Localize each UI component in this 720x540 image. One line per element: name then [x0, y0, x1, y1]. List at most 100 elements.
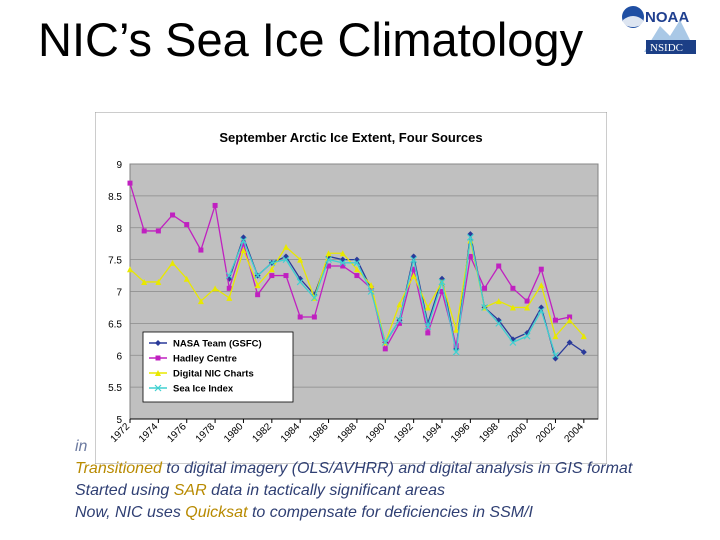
- data-point: [466, 233, 474, 241]
- data-point: [283, 273, 289, 279]
- data-point: [368, 282, 375, 289]
- y-axis: 5 5.5 6 6.5 7 7.5 8 8.5 9: [108, 160, 122, 426]
- data-point: [552, 333, 559, 340]
- noaa-logo-text: NOAA: [645, 9, 689, 26]
- series-4: [225, 233, 559, 359]
- data-point: [254, 272, 262, 279]
- data-point: [226, 294, 233, 301]
- data-point: [225, 272, 233, 279]
- data-point: [567, 314, 573, 320]
- data-point: [198, 247, 204, 253]
- legend-label: Hadley Centre: [173, 354, 237, 365]
- data-point: [523, 332, 531, 340]
- data-point: [212, 285, 219, 292]
- data-point: [396, 320, 402, 326]
- data-point: [339, 250, 346, 257]
- data-point: [509, 304, 516, 311]
- data-point: [495, 298, 502, 305]
- data-point: [580, 349, 587, 356]
- data-point: [467, 253, 473, 259]
- bullet-text: Now, NIC uses: [75, 504, 186, 521]
- data-point: [552, 317, 558, 323]
- highlighted-term: SAR: [173, 482, 207, 499]
- data-point: [339, 259, 347, 267]
- highlighted-term: Quicksat: [185, 504, 248, 521]
- data-point: [226, 285, 232, 291]
- data-point: [283, 243, 289, 250]
- data-point: [184, 222, 190, 228]
- data-point: [155, 355, 161, 361]
- bullet-text: in: [75, 438, 88, 455]
- data-point: [410, 256, 418, 264]
- data-point: [425, 330, 431, 336]
- legend-label: Sea Ice Index: [173, 384, 234, 395]
- data-point: [155, 370, 161, 376]
- data-point: [381, 339, 389, 346]
- data-point: [537, 307, 545, 315]
- data-point: [580, 333, 587, 340]
- data-point: [310, 294, 318, 302]
- noaa-nsidc-logos: NOAA NSIDC: [622, 6, 696, 54]
- data-point: [410, 272, 417, 279]
- data-point: [155, 228, 161, 234]
- data-point: [141, 228, 147, 234]
- y-tick-label: 9: [116, 160, 122, 171]
- data-point: [424, 304, 431, 311]
- data-point: [510, 285, 516, 291]
- data-point: [255, 292, 261, 298]
- legend-item: Hadley Centre: [149, 354, 237, 365]
- data-point: [170, 212, 176, 218]
- data-point: [538, 282, 545, 289]
- y-tick-label: 8: [116, 224, 122, 235]
- data-point: [509, 339, 517, 346]
- data-point: [155, 278, 162, 285]
- data-point: [382, 346, 388, 352]
- bullet-text: to digital imagery (OLS/AVHRR) and digit…: [161, 460, 633, 477]
- data-point: [127, 180, 133, 186]
- bullet-item: Transitioned to digital imagery (OLS/AVH…: [75, 458, 632, 480]
- data-point: [240, 241, 246, 247]
- data-point: [311, 314, 317, 320]
- data-point: [482, 285, 488, 291]
- data-point: [240, 237, 247, 244]
- data-point: [411, 266, 417, 272]
- data-point: [566, 339, 573, 346]
- data-point: [268, 266, 275, 273]
- legend: NASA Team (GSFC) Hadley Centre Digital NIC…: [142, 331, 294, 403]
- data-point: [297, 314, 303, 320]
- data-point: [538, 266, 544, 272]
- data-point: [197, 298, 204, 305]
- data-point: [367, 288, 375, 295]
- data-point: [368, 285, 374, 291]
- y-tick-label: 6.5: [108, 319, 122, 330]
- data-point: [353, 259, 361, 267]
- data-point: [325, 256, 332, 264]
- data-point: [524, 298, 530, 304]
- y-tick-label: 7.5: [108, 256, 122, 267]
- y-tick-label: 7: [116, 288, 122, 299]
- bullet-text: data in tactically significant areas: [206, 482, 445, 499]
- data-point: [354, 273, 360, 279]
- bullet-item: Started using SAR data in tactically sig…: [75, 480, 632, 502]
- data-point: [254, 282, 261, 289]
- data-point: [495, 319, 503, 327]
- bullet-text: to compensate for deficiencies in SSM/I: [247, 504, 533, 521]
- data-point: [269, 273, 275, 279]
- data-point: [424, 323, 432, 330]
- y-tick-label: 5: [116, 415, 122, 426]
- bullet-text: Started using: [75, 482, 174, 499]
- legend-item: Digital NIC Charts: [149, 369, 254, 380]
- data-point: [566, 317, 573, 324]
- data-point: [212, 202, 218, 208]
- bullet-list: in Transitioned to digital imagery (OLS/A…: [75, 436, 632, 524]
- data-point: [154, 384, 162, 392]
- data-point: [353, 266, 360, 273]
- legend-label: NASA Team (GSFC): [173, 339, 262, 350]
- bullet-item: in: [75, 436, 632, 458]
- data-point: [297, 256, 304, 263]
- bullet-item: Now, NIC uses Quicksat to compensate for…: [75, 502, 632, 524]
- data-point: [552, 351, 559, 359]
- data-point: [452, 348, 460, 356]
- legend-label: Digital NIC Charts: [173, 369, 254, 380]
- data-point: [268, 259, 276, 267]
